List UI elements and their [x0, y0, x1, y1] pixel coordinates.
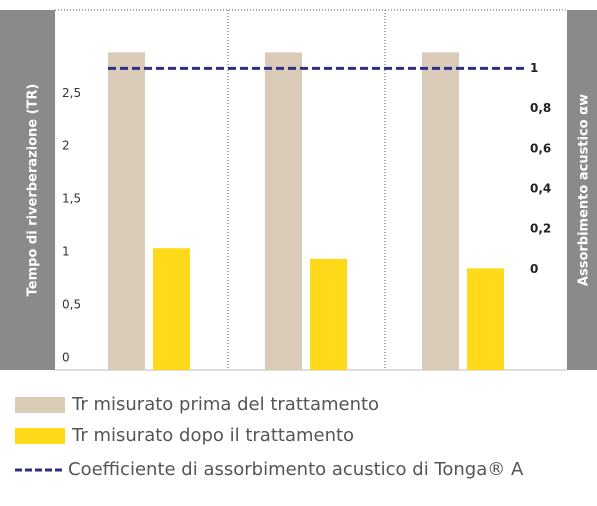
right-axis-band: [567, 10, 597, 370]
bar: [310, 258, 347, 370]
y-tick-label: 2,5: [62, 86, 81, 100]
bar: [108, 52, 145, 371]
y-tick-label: 1,5: [62, 192, 81, 206]
y-axis-label: Tempo di riverberazione (TR): [26, 84, 41, 297]
y2-tick-label: 0,2: [530, 222, 551, 236]
y2-tick-label: 0,6: [530, 141, 551, 155]
bar: [422, 52, 459, 371]
y-tick-label: 0,5: [62, 298, 81, 312]
legend-label: Tr misurato prima del trattamento: [71, 394, 379, 415]
bar: [265, 52, 302, 371]
bar: [153, 248, 190, 370]
y2-axis-label: Assorbimento acustico αw: [577, 94, 592, 286]
y-tick-label: 2: [62, 139, 70, 153]
legend-swatch: [15, 397, 65, 413]
legend-label: Coefficiente di assorbimento acustico di…: [68, 459, 524, 480]
y-tick-label: 0: [62, 351, 70, 365]
y2-tick-label: 1: [530, 61, 538, 75]
y-tick-label: 1: [62, 245, 70, 259]
legend-label: Tr misurato dopo il trattamento: [71, 425, 354, 446]
y2-tick-label: 0: [530, 262, 538, 276]
legend-swatch: [15, 428, 65, 444]
left-axis-band: [0, 10, 55, 370]
bar: [467, 268, 504, 370]
y2-tick-label: 0,8: [530, 101, 551, 115]
y2-tick-label: 0,4: [530, 181, 551, 195]
